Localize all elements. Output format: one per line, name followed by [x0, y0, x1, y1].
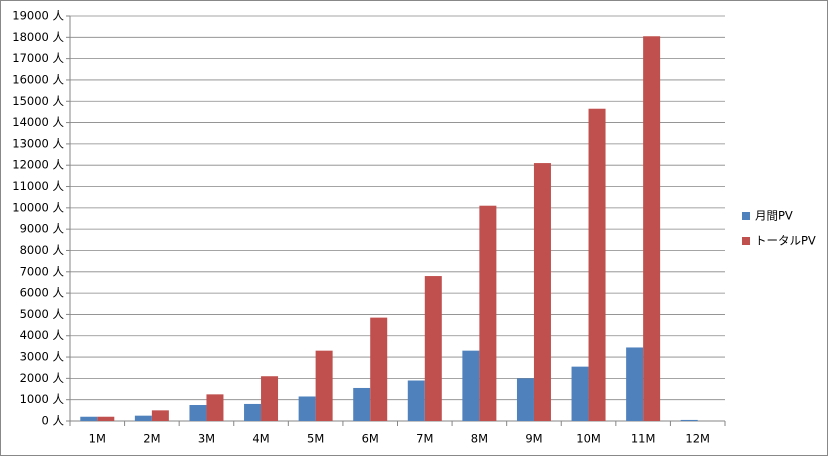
bar: [97, 416, 115, 421]
y-tick-label: 11000 人: [12, 179, 64, 193]
bar: [244, 403, 262, 421]
bar: [298, 396, 316, 421]
bar: [680, 419, 698, 421]
bar: [206, 394, 224, 421]
legend-label: トータルPV: [755, 234, 816, 248]
x-tick-label: 5M: [307, 432, 324, 446]
bar: [643, 36, 661, 421]
bar: [370, 317, 388, 421]
bar: [424, 276, 442, 421]
legend-label: 月間PV: [755, 209, 793, 223]
x-tick-label: 4M: [252, 432, 269, 446]
y-tick-label: 0 人: [42, 414, 65, 428]
bar: [407, 380, 425, 421]
x-tick-label: 8M: [471, 432, 488, 446]
y-tick-label: 12000 人: [12, 158, 64, 172]
bar: [315, 350, 333, 421]
bar: [189, 405, 207, 421]
y-tick-label: 13000 人: [12, 136, 64, 150]
y-tick-label: 16000 人: [12, 72, 64, 86]
y-tick-label: 2000 人: [20, 371, 65, 385]
bar: [134, 415, 152, 421]
legend-swatch: [742, 237, 750, 245]
y-tick-label: 15000 人: [12, 94, 64, 108]
bar: [80, 416, 98, 421]
bar: [261, 376, 279, 421]
y-tick-label: 9000 人: [20, 222, 65, 236]
x-tick-label: 9M: [525, 432, 542, 446]
x-tick-label: 2M: [143, 432, 160, 446]
y-tick-label: 5000 人: [20, 307, 65, 321]
bar: [353, 387, 371, 421]
y-tick-label: 19000 人: [12, 9, 64, 23]
y-tick-label: 1000 人: [20, 392, 65, 406]
bar: [516, 378, 534, 421]
x-tick-label: 7M: [416, 432, 433, 446]
bar: [588, 108, 606, 421]
bar: [533, 163, 551, 421]
x-tick-label: 6M: [362, 432, 379, 446]
x-tick-label: 1M: [89, 432, 106, 446]
y-tick-label: 4000 人: [20, 328, 65, 342]
bar: [151, 410, 169, 421]
y-tick-label: 17000 人: [12, 51, 64, 65]
y-tick-label: 8000 人: [20, 243, 65, 257]
y-tick-label: 10000 人: [12, 200, 64, 214]
y-tick-label: 7000 人: [20, 264, 65, 278]
y-tick-label: 18000 人: [12, 30, 64, 44]
y-tick-label: 6000 人: [20, 286, 65, 300]
y-tick-label: 3000 人: [20, 350, 65, 364]
x-tick-label: 12M: [685, 432, 710, 446]
legend-swatch: [742, 212, 750, 220]
bar: [479, 205, 497, 421]
bar: [571, 366, 589, 421]
bar: [462, 350, 480, 421]
x-tick-label: 11M: [631, 432, 656, 446]
bar: [626, 347, 644, 421]
x-tick-label: 10M: [576, 432, 601, 446]
x-tick-label: 3M: [198, 432, 215, 446]
y-tick-label: 14000 人: [12, 115, 64, 129]
